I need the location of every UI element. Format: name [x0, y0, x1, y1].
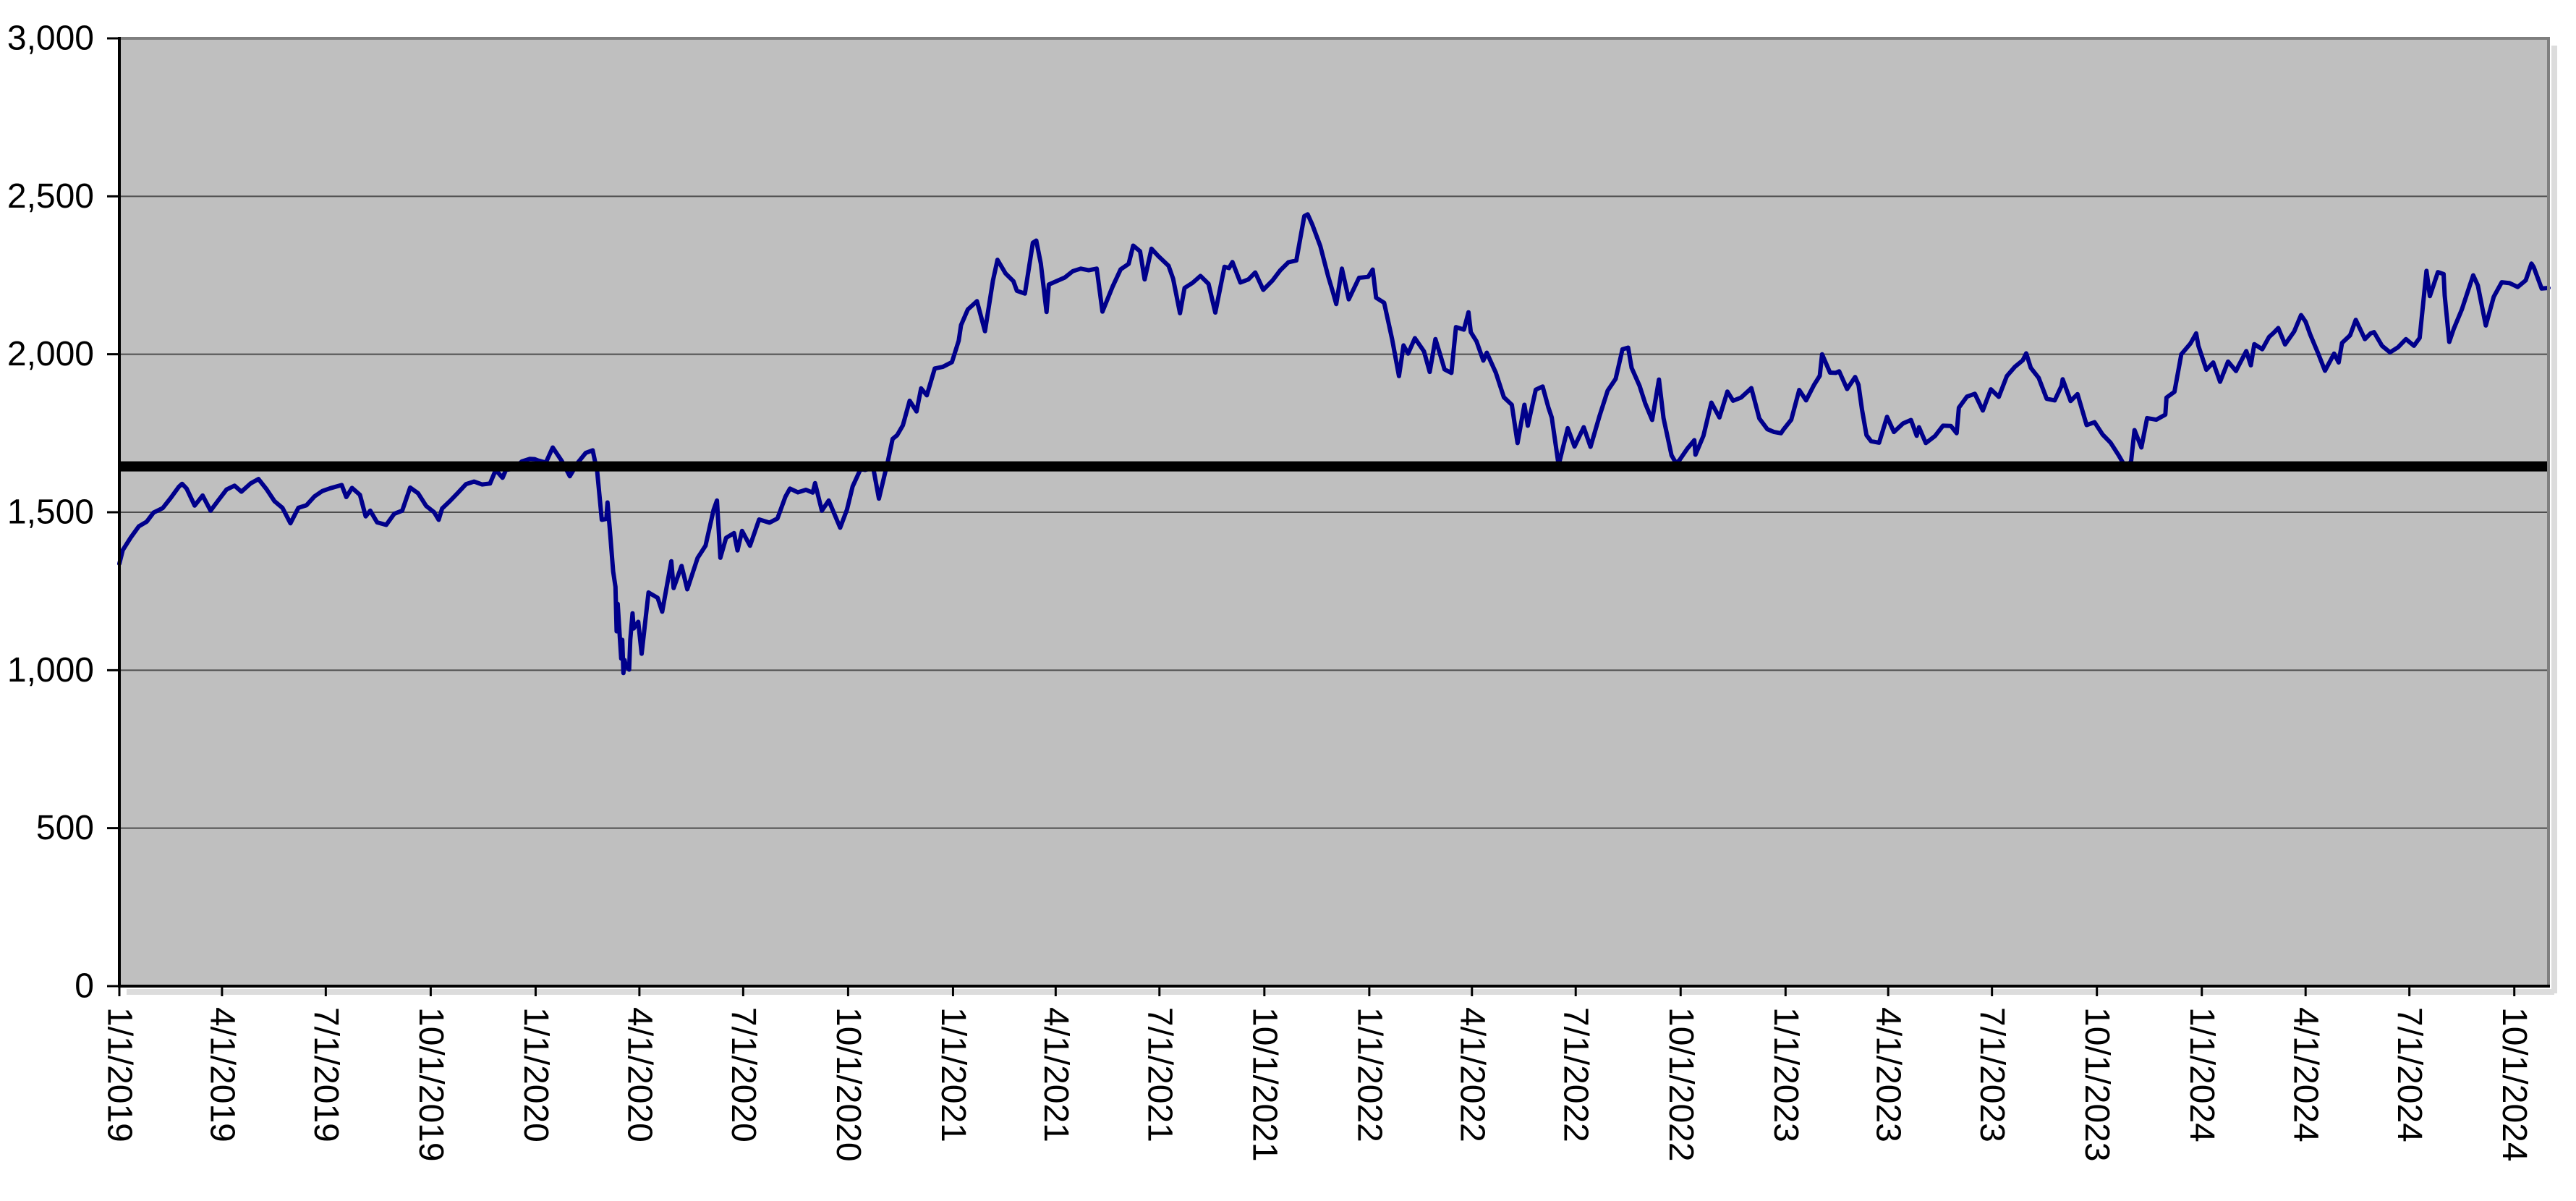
- x-tick-label: 10/1/2020: [829, 1007, 867, 1162]
- y-tick-label: 1,500: [7, 493, 94, 532]
- x-tick-label: 4/1/2023: [1869, 1007, 1908, 1142]
- x-tick-label: 7/1/2020: [724, 1007, 762, 1142]
- x-tick-label: 7/1/2024: [2390, 1007, 2428, 1142]
- x-tick-label: 7/1/2022: [1557, 1007, 1595, 1142]
- x-tick-label: 4/1/2020: [620, 1007, 658, 1142]
- y-tick-label: 1,000: [7, 651, 94, 689]
- x-tick-label: 1/1/2020: [517, 1007, 555, 1142]
- x-tick-label: 7/1/2023: [1973, 1007, 2011, 1142]
- x-tick-label: 1/1/2024: [2182, 1007, 2221, 1142]
- x-tick-label: 1/1/2021: [934, 1007, 972, 1142]
- x-tick-label: 4/1/2022: [1453, 1007, 1491, 1142]
- x-tick-label: 10/1/2021: [1245, 1007, 1283, 1162]
- x-tick-label: 1/1/2022: [1350, 1007, 1388, 1142]
- y-tick-label: 2,000: [7, 335, 94, 373]
- y-tick-label: 3,000: [7, 20, 94, 58]
- x-tick-label: 10/1/2019: [412, 1007, 450, 1162]
- y-tick-label: 0: [75, 967, 94, 1006]
- x-tick-label: 10/1/2024: [2495, 1007, 2533, 1162]
- y-tick-label: 2,500: [7, 177, 94, 216]
- x-tick-label: 1/1/2019: [101, 1007, 139, 1142]
- y-tick-label: 500: [36, 809, 94, 847]
- x-tick-label: 4/1/2024: [2287, 1007, 2325, 1142]
- x-tick-label: 4/1/2021: [1037, 1007, 1075, 1142]
- x-tick-label: 10/1/2022: [1662, 1007, 1700, 1162]
- x-tick-label: 10/1/2023: [2078, 1007, 2116, 1162]
- x-tick-label: 7/1/2019: [307, 1007, 345, 1142]
- x-tick-label: 7/1/2021: [1140, 1007, 1178, 1142]
- x-tick-label: 1/1/2023: [1767, 1007, 1805, 1142]
- x-tick-label: 4/1/2019: [203, 1007, 241, 1142]
